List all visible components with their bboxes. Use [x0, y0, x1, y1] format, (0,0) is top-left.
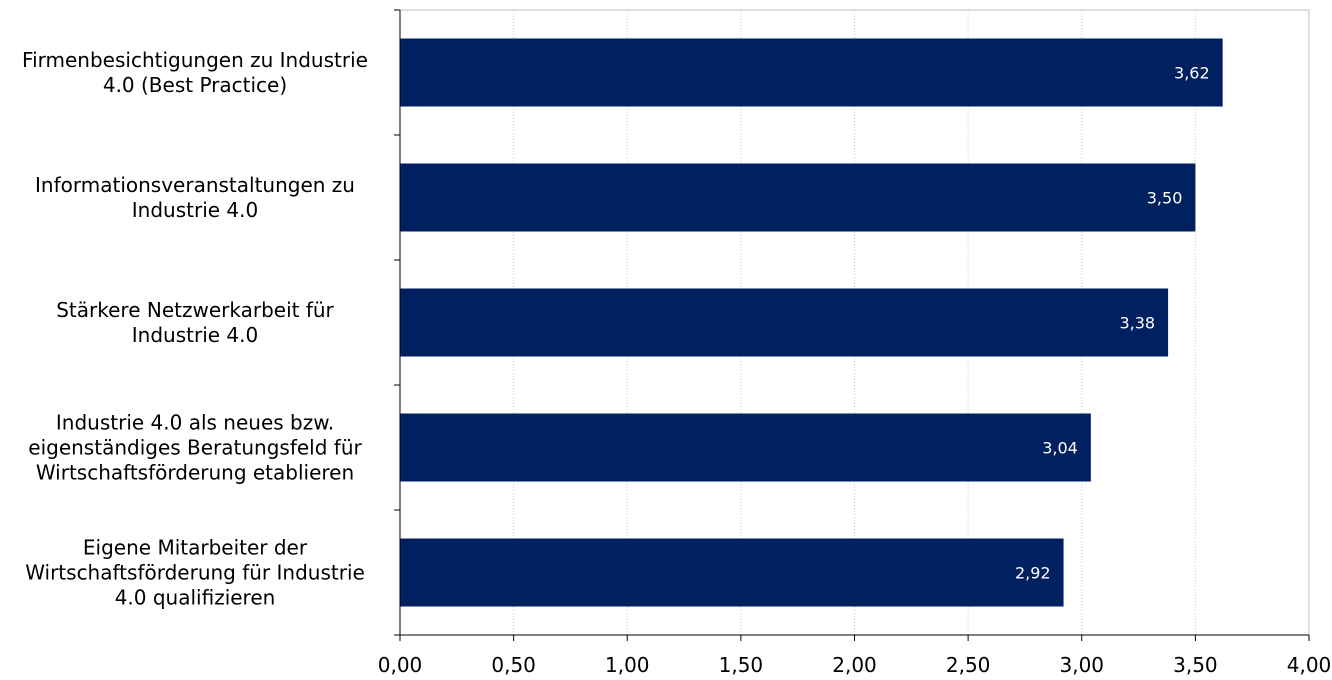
category-label: Informationsveranstaltungen zu — [35, 173, 355, 197]
data-label: 2,92 — [1015, 564, 1051, 583]
x-tick-label: 4,00 — [1287, 653, 1332, 677]
category-label: 4.0 qualifizieren — [115, 586, 276, 610]
bar — [400, 288, 1169, 357]
x-tick-label: 3,00 — [1059, 653, 1104, 677]
x-tick-label: 2,00 — [832, 653, 877, 677]
data-labels: 3,62 3,50 3,38 3,04 2,92 — [1015, 64, 1210, 583]
category-label: Wirtschaftsförderung für Industrie — [25, 561, 365, 585]
x-tick-label: 1,50 — [719, 653, 764, 677]
x-tick-label: 0,00 — [378, 653, 423, 677]
bars — [400, 38, 1223, 607]
category-label: Stärkere Netzwerkarbeit für — [56, 298, 334, 322]
data-label: 3,04 — [1042, 439, 1078, 458]
category-label: Eigene Mitarbeiter der — [83, 536, 308, 560]
bar — [400, 413, 1091, 482]
category-label: Firmenbesichtigungen zu Industrie — [22, 48, 368, 72]
category-label: Industrie 4.0 als neues bzw. — [56, 411, 334, 435]
category-label: 4.0 (Best Practice) — [103, 73, 287, 97]
x-tick-label: 1,00 — [605, 653, 650, 677]
x-axis-ticks: 0,00 0,50 1,00 1,50 2,00 2,50 3,00 3,50 4,00 — [378, 635, 1332, 677]
x-tick-label: 3,50 — [1173, 653, 1218, 677]
bar — [400, 38, 1223, 107]
x-tick-label: 0,50 — [491, 653, 536, 677]
category-label: Industrie 4.0 — [132, 323, 258, 347]
category-label: Wirtschaftsförderung etablieren — [36, 461, 354, 485]
data-label: 3,62 — [1174, 64, 1210, 83]
bar — [400, 163, 1196, 232]
category-label: Industrie 4.0 — [132, 198, 258, 222]
x-tick-label: 2,50 — [946, 653, 991, 677]
bar — [400, 538, 1064, 607]
y-axis-ticks — [394, 9, 400, 636]
data-label: 3,50 — [1147, 189, 1183, 208]
data-label: 3,38 — [1119, 314, 1155, 333]
category-label: eigenständiges Beratungsfeld für — [28, 436, 362, 460]
